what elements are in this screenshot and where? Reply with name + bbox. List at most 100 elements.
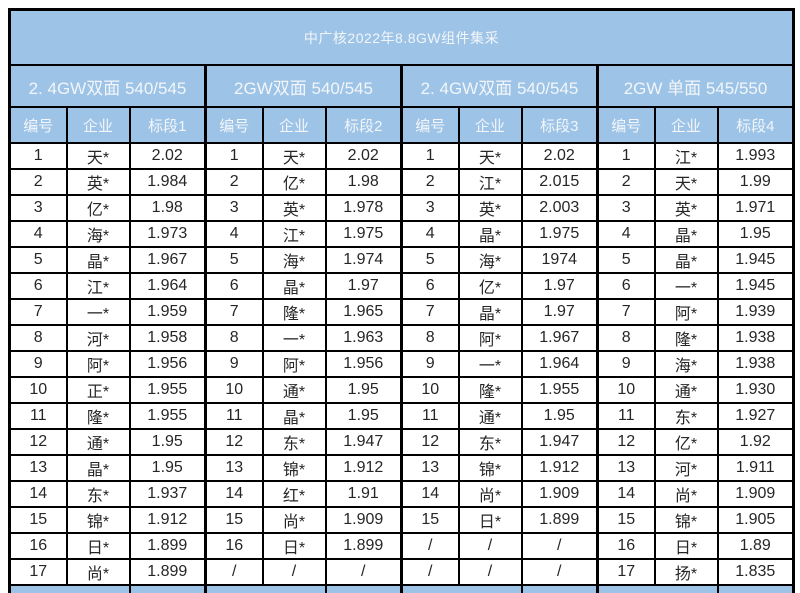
rank-cell: 3 [596,194,656,222]
company-cell: 一* [653,272,719,300]
company-cell: 英* [653,194,719,222]
table-row: 6 江* 1.964 6 晶* 1.97 6 亿* 1.97 6 一* 1.945 [8,272,795,300]
price-cell: / [324,558,403,586]
company-cell: 海* [457,246,523,274]
price-cell: 1.978 [324,194,403,222]
price-cell: 1.975 [324,220,403,248]
company-cell: 通* [457,402,523,430]
company-cell: 英* [261,194,327,222]
rank-cell: 5 [400,246,460,274]
company-cell: 日* [457,506,523,534]
table-row: 12 通* 1.95 12 东* 1.947 12 东* 1.947 12 亿* 1.92 [8,428,795,456]
rank-cell: 12 [8,428,68,456]
rank-cell: 7 [8,298,68,326]
company-cell: 阿* [261,350,327,378]
company-cell: 尚* [65,558,131,586]
company-cell: 亿* [653,428,719,456]
price-cell: 1.97 [324,272,403,300]
rank-cell: 10 [400,376,460,404]
table-row: 1 天* 2.02 1 天* 2.02 1 天* 2.02 1 江* 1.993 [8,142,795,170]
column-header: 标段2 [324,106,403,144]
company-cell: 日* [65,532,131,560]
price-cell: 1.95 [128,454,207,482]
rank-cell: 7 [596,298,656,326]
price-cell: 1.971 [716,194,795,222]
company-cell: 晶* [653,220,719,248]
rank-cell: 6 [400,272,460,300]
company-cell: 晶* [261,272,327,300]
company-cell: 亿* [65,194,131,222]
rank-cell: / [400,532,460,560]
company-cell: 正* [65,376,131,404]
rank-cell: 13 [596,454,656,482]
price-cell: 1.956 [128,350,207,378]
table-row: 14 东* 1.937 14 红* 1.91 14 尚* 1.909 14 尚* 1.909 [8,480,795,508]
company-cell: 天* [261,142,327,170]
company-cell: 亿* [457,272,523,300]
price-cell: 1.95 [128,428,207,456]
rank-cell: 4 [8,220,68,248]
rank-cell: 16 [8,532,68,560]
procurement-table: 中广核2022年8.8GW组件集采 2. 4GW双面 540/545 2GW双面 5… [8,8,796,593]
rank-cell: / [204,558,264,586]
price-cell: 1.955 [520,376,599,404]
price-cell: 1.97 [520,298,599,326]
company-cell: 隆* [457,376,523,404]
price-cell: 1.899 [324,532,403,560]
price-cell: 1.964 [128,272,207,300]
company-cell: 海* [261,246,327,274]
rank-cell: 9 [596,350,656,378]
company-cell: 东* [457,428,523,456]
section-header: 2. 4GW双面 540/545 [8,64,207,108]
avg-label: 均价 [204,584,327,593]
price-cell: 1.95 [324,376,403,404]
company-cell: 江* [261,220,327,248]
rank-cell: 7 [400,298,460,326]
table-row: 15 锦* 1.912 15 尚* 1.909 15 日* 1.899 15 锦* 1.905 [8,506,795,534]
price-cell: 2.003 [520,194,599,222]
price-cell: 1.899 [128,532,207,560]
table-row: 11 隆* 1.955 11 晶* 1.95 11 通* 1.95 11 东* 1.927 [8,402,795,430]
table-title: 中广核2022年8.8GW组件集采 [8,8,795,66]
price-cell: 1.905 [716,506,795,534]
price-cell: 1.92 [716,428,795,456]
rank-cell: 1 [596,142,656,170]
price-cell: 1.98 [128,194,207,222]
company-cell: 晶* [653,246,719,274]
rank-cell: 13 [8,454,68,482]
table-row: 3 亿* 1.98 3 英* 1.978 3 英* 2.003 3 英* 1.971 [8,194,795,222]
price-cell: 1.945 [716,272,795,300]
company-cell: 海* [65,220,131,248]
avg-label: 均价 [400,584,523,593]
company-cell: 英* [457,194,523,222]
rank-cell: 1 [204,142,264,170]
rank-cell: 15 [596,506,656,534]
company-cell: 阿* [457,324,523,352]
price-cell: 2.02 [128,142,207,170]
avg-label: 均价 [8,584,131,593]
company-cell: 晶* [65,246,131,274]
price-cell: 1.95 [324,402,403,430]
price-cell: 1.984 [128,168,207,196]
price-cell: 1.956 [324,350,403,378]
rank-cell: 1 [400,142,460,170]
company-cell: 锦* [261,454,327,482]
company-cell: 天* [457,142,523,170]
rank-cell: 7 [204,298,264,326]
company-cell: 江* [653,142,719,170]
column-header: 企业 [261,106,327,144]
price-cell: 1.97 [520,272,599,300]
company-cell: 江* [65,272,131,300]
rank-cell: 11 [204,402,264,430]
avg-value: 1.954 [128,584,207,593]
rank-cell: 12 [204,428,264,456]
price-cell: 1.835 [716,558,795,586]
column-header: 编号 [400,106,460,144]
table-row: 8 河* 1.958 8 一* 1.963 8 阿* 1.967 8 隆* 1.938 [8,324,795,352]
company-cell: / [261,558,327,586]
company-cell: 晶* [457,298,523,326]
rank-cell: 13 [400,454,460,482]
column-header: 编号 [204,106,264,144]
avg-label: 均价 [596,584,719,593]
price-cell: 1.89 [716,532,795,560]
